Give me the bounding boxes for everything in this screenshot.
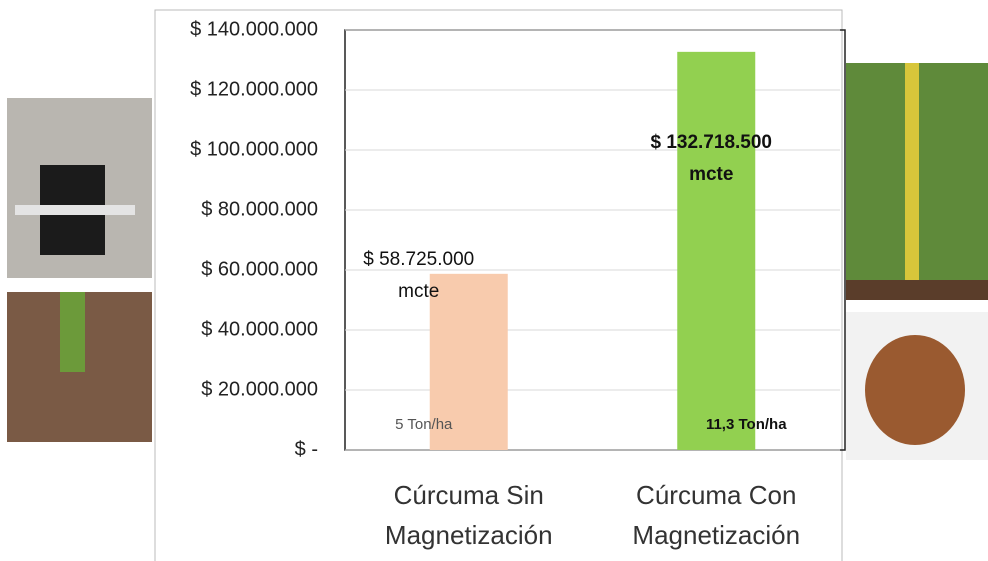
y-tick-label: $ 60.000.000 xyxy=(201,258,318,280)
y-tick-label: $ 100.000.000 xyxy=(190,138,318,160)
chart-frame xyxy=(154,9,843,561)
y-tick-label: $ 140.000.000 xyxy=(190,18,318,40)
y-tick-label: $ 120.000.000 xyxy=(190,78,318,100)
y-tick-label: $ - xyxy=(295,438,318,460)
photo-left-bottom xyxy=(7,292,152,442)
photo-left-top xyxy=(7,98,152,278)
y-tick-label: $ 80.000.000 xyxy=(201,198,318,220)
bar-note: 5 Ton/ha xyxy=(395,416,453,433)
photo-right-bottom xyxy=(846,312,988,460)
bar xyxy=(677,51,756,450)
bar xyxy=(429,273,508,450)
y-tick-label: $ 40.000.000 xyxy=(201,318,318,340)
value-label: $ 58.725.000 mcte xyxy=(363,248,475,302)
value-label: $ 132.718.500 mcte xyxy=(650,131,772,185)
x-tick-label: Cúrcuma Con Magnetización xyxy=(632,480,801,550)
photo-right-top xyxy=(846,63,988,300)
plot-area xyxy=(344,29,846,451)
x-tick-label: Cúrcuma Sin Magnetización xyxy=(384,480,553,550)
bar-note: 11,3 Ton/ha xyxy=(705,416,787,433)
y-tick-label: $ 20.000.000 xyxy=(201,378,318,400)
